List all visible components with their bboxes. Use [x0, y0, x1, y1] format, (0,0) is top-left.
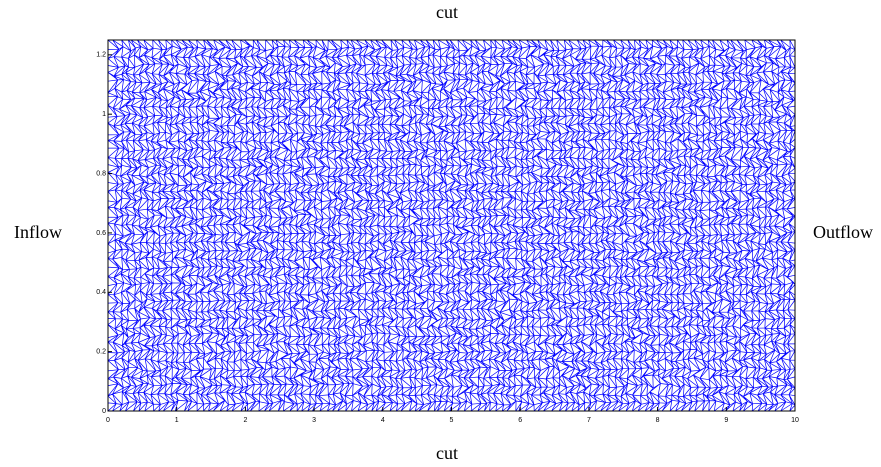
top-label: cut [436, 2, 458, 22]
mesh [108, 40, 795, 411]
figure: cut cut Inflow Outflow 0 1 2 3 4 5 6 7 8 9 10 0 0.2 0… [0, 0, 881, 467]
left-label: Inflow [14, 222, 62, 242]
x-tick-label: 9 [724, 417, 728, 424]
x-tick-label: 3 [312, 417, 316, 424]
y-tick-label: 1 [102, 111, 106, 118]
x-tick-label: 0 [106, 417, 110, 424]
y-tick-label: 1.2 [96, 52, 106, 59]
right-label: Outflow [813, 222, 873, 242]
x-tick-label: 6 [518, 417, 522, 424]
x-tick-label: 4 [381, 417, 385, 424]
y-tick-label: 0 [102, 408, 106, 415]
x-tick-label: 2 [243, 417, 247, 424]
bottom-label: cut [436, 443, 458, 463]
x-tick-label: 8 [656, 417, 660, 424]
x-tick-label: 10 [791, 417, 799, 424]
y-tick-label: 0.2 [96, 348, 106, 355]
y-tick-label: 0.6 [96, 230, 106, 237]
x-tick-label: 5 [450, 417, 454, 424]
x-tick-label: 7 [587, 417, 591, 424]
y-tick-label: 0.8 [96, 170, 106, 177]
x-tick-label: 1 [175, 417, 179, 424]
y-tick-label: 0.4 [96, 289, 106, 296]
